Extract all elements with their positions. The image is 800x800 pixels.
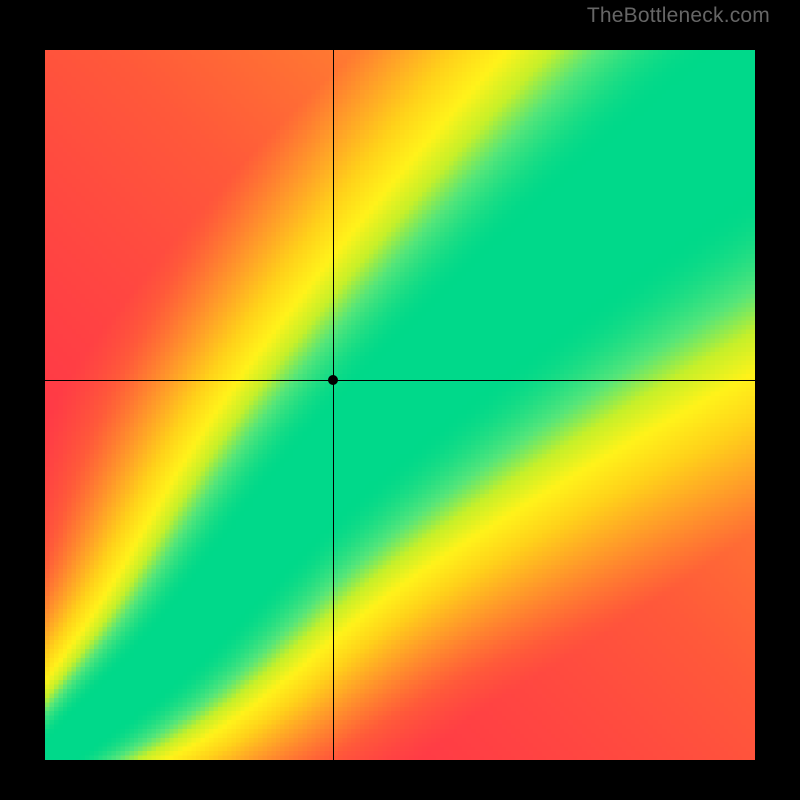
heatmap-canvas [45, 50, 755, 760]
crosshair-vertical [333, 50, 334, 760]
crosshair-horizontal [45, 380, 755, 381]
crosshair-marker [328, 375, 338, 385]
watermark-text: TheBottleneck.com [587, 4, 770, 28]
